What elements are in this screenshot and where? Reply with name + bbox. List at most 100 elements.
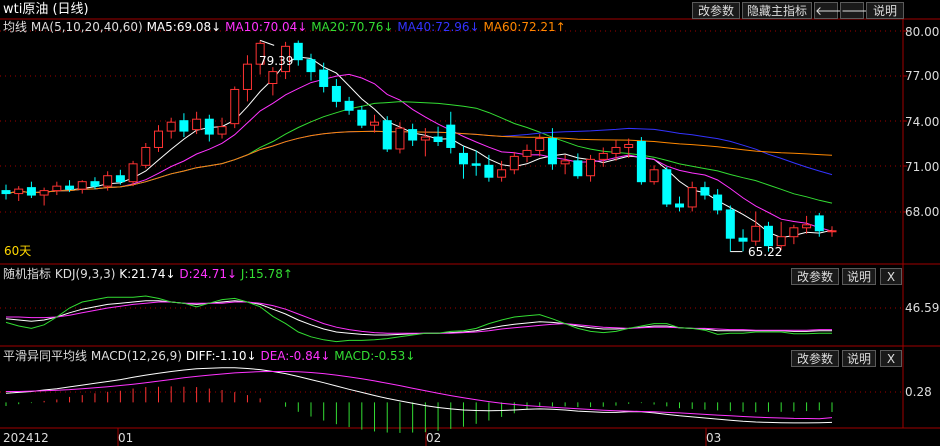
- candle-body: [636, 141, 646, 183]
- date-tick-label: 02: [426, 431, 442, 445]
- hide-main-indicator-button[interactable]: 隐藏主指标: [742, 2, 812, 19]
- candle-body: [446, 124, 456, 148]
- kdj-legend: 随机指标 KDJ(9,3,3) K:21.74↓ D:24.71↓ J:15.7…: [3, 267, 293, 281]
- candle-body: [700, 187, 710, 196]
- candle-body: [115, 175, 125, 183]
- candle-body: [725, 209, 735, 239]
- high-price-annotation: 79.39: [259, 54, 294, 68]
- ma40-value: MA40:72.96↓: [397, 20, 480, 34]
- candle-body: [573, 160, 583, 177]
- candle-body: [26, 187, 36, 196]
- candle-body: [611, 146, 621, 154]
- kdj-name: 随机指标: [3, 267, 52, 281]
- candle-body: [268, 71, 278, 84]
- price-tick-label: 74.00: [905, 115, 940, 129]
- candle-body: [331, 85, 341, 102]
- candle-body: [179, 120, 189, 132]
- period-count-label: 60天: [4, 244, 32, 258]
- candle-body: [789, 227, 799, 238]
- candle-body: [255, 42, 265, 65]
- candle-body: [77, 181, 87, 190]
- kdj-d-line: [6, 301, 832, 334]
- candle-body: [802, 224, 812, 229]
- kdj-k-value: K:21.74↓: [119, 267, 176, 281]
- candle-body: [687, 187, 697, 208]
- candle-body: [662, 169, 672, 205]
- candle-body: [293, 42, 303, 61]
- ma40-line: [5, 127, 833, 195]
- candle-body: [535, 138, 545, 151]
- candle-body: [1, 190, 11, 195]
- candle-body: [65, 185, 75, 190]
- macd-diff-line: [5, 367, 833, 424]
- kdj-params: KDJ(9,3,3): [54, 267, 116, 281]
- date-tick-label: 03: [706, 431, 722, 445]
- candle-body: [624, 143, 634, 148]
- candle-body: [382, 120, 392, 150]
- date-tick-label: 01: [118, 431, 134, 445]
- ma20-value: MA20:70.76↓: [311, 20, 394, 34]
- kdj-help-button[interactable]: 说明: [842, 268, 876, 285]
- high-annotation-leader: [259, 39, 275, 46]
- date-tick-label: 202412: [3, 431, 49, 445]
- candle-body: [281, 45, 291, 73]
- candle-body: [649, 169, 659, 183]
- candle-body: [433, 136, 443, 143]
- candle-body: [497, 169, 507, 178]
- candle-body: [586, 158, 596, 177]
- macd-name: 平滑异同平均线: [3, 349, 88, 363]
- candle-body: [39, 190, 49, 196]
- candle-body: [344, 100, 354, 111]
- candle-body: [458, 152, 468, 165]
- candle-body: [153, 130, 163, 148]
- macd-dea-value: DEA:-0.84↓: [260, 349, 331, 363]
- candle-body: [204, 118, 214, 135]
- macd-diff-value: DIFF:-1.10↓: [185, 349, 257, 363]
- macd-close-icon[interactable]: X: [880, 350, 902, 367]
- macd-macd-value: MACD:-0.53↓: [334, 349, 416, 363]
- candle-body: [560, 160, 570, 165]
- macd-params: MACD(12,26,9): [90, 349, 182, 363]
- kdj-j-value: J:15.78↑: [240, 267, 293, 281]
- candle-body: [14, 188, 24, 195]
- candle-body: [166, 121, 176, 132]
- change-params-button[interactable]: 改参数: [692, 2, 740, 19]
- candle-body: [306, 59, 316, 73]
- kdj-axis-label: 46.59: [905, 301, 940, 315]
- candle-body: [751, 225, 761, 242]
- candle-body: [509, 155, 519, 171]
- candle-body: [763, 225, 773, 247]
- help-button[interactable]: 说明: [866, 2, 904, 19]
- candle-body: [675, 203, 685, 208]
- instrument-title: wti原油 (日线): [3, 3, 89, 17]
- candle-body: [395, 127, 405, 150]
- candle-body: [420, 136, 430, 141]
- kdj-close-icon[interactable]: X: [880, 268, 902, 285]
- candle-body: [52, 185, 62, 192]
- candle-body: [370, 121, 380, 126]
- macd-axis-label: 0.28: [905, 385, 932, 399]
- macd-legend: 平滑异同平均线 MACD(12,26,9) DIFF:-1.10↓ DEA:-0…: [3, 349, 415, 363]
- candle-body: [319, 69, 329, 87]
- candle-body: [598, 152, 608, 160]
- macd-change-params-button[interactable]: 改参数: [791, 350, 839, 367]
- low-price-annotation: 65.22: [748, 245, 783, 259]
- next-arrow-icon[interactable]: 🡒: [840, 2, 874, 19]
- kdj-change-params-button[interactable]: 改参数: [791, 268, 839, 285]
- ma10-value: MA10:70.04↓: [225, 20, 308, 34]
- macd-help-button[interactable]: 说明: [842, 350, 876, 367]
- prev-arrow-icon[interactable]: 🡐: [814, 2, 848, 19]
- candle-body: [484, 164, 494, 178]
- price-tick-label: 68.00: [905, 205, 940, 219]
- ma-legend-params: MA(5,10,20,40,60): [30, 20, 143, 34]
- candle-body: [713, 194, 723, 211]
- candle-body: [230, 88, 240, 125]
- kdj-d-value: D:24.71↓: [179, 267, 238, 281]
- candle-body: [103, 175, 113, 187]
- kdj-j-line: [5, 295, 832, 343]
- kdj-k-line: [5, 300, 832, 336]
- price-tick-label: 80.00: [905, 25, 940, 39]
- candle-body: [242, 63, 252, 90]
- candle-body: [141, 146, 151, 166]
